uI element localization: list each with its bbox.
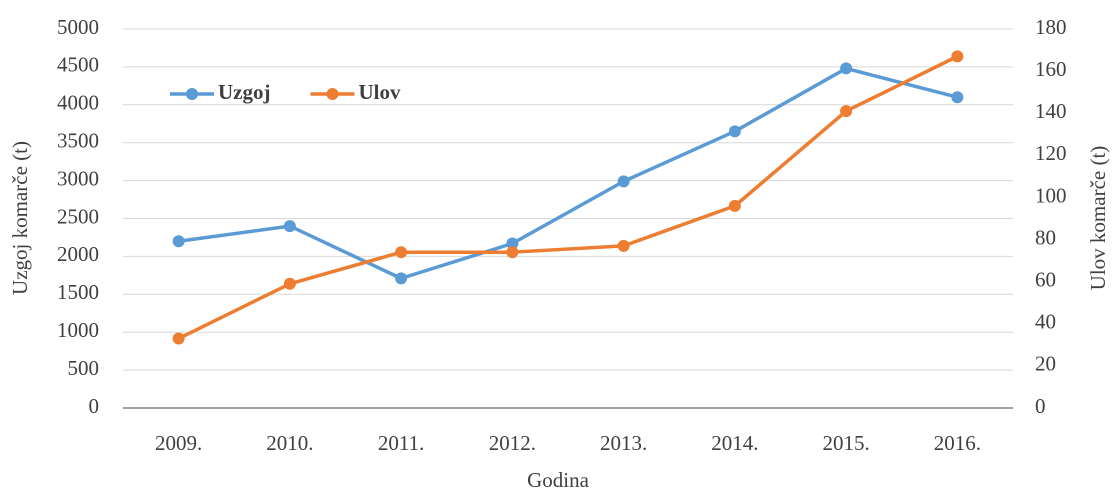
series-marker — [840, 105, 853, 118]
y2-tick-label: 20 — [1035, 352, 1056, 376]
legend-label: Uzgoj — [218, 80, 270, 104]
legend-marker — [186, 88, 198, 100]
series-marker — [728, 199, 741, 212]
series-marker — [172, 332, 185, 345]
x-tick-label: 2013. — [600, 431, 647, 455]
y2-axis-label: Ulov komarče (t) — [1086, 146, 1110, 291]
series-marker — [395, 246, 408, 259]
x-tick-label: 2009. — [155, 431, 202, 455]
x-axis-label: Godina — [527, 468, 590, 492]
y-tick-label: 500 — [68, 356, 100, 380]
y-tick-label: 3000 — [57, 166, 99, 190]
y-tick-label: 4500 — [57, 53, 99, 77]
y2-tick-label: 160 — [1035, 57, 1067, 81]
x-tick-label: 2012. — [489, 431, 536, 455]
series-marker — [617, 239, 630, 252]
series-line — [178, 66, 958, 281]
series-marker — [728, 125, 741, 138]
y2-tick-label: 100 — [1035, 183, 1067, 207]
series-marker — [172, 235, 185, 248]
y2-tick-label: 140 — [1035, 99, 1067, 123]
series-marker — [951, 91, 964, 104]
series-marker — [617, 175, 630, 188]
y2-tick-label: 80 — [1035, 225, 1056, 249]
legend-marker — [326, 88, 339, 100]
y2-tick-label: 40 — [1035, 310, 1056, 334]
y-tick-label: 4000 — [57, 91, 99, 115]
series-marker — [283, 220, 296, 233]
y2-tick-label: 120 — [1035, 141, 1067, 165]
series-marker — [283, 277, 296, 290]
y-tick-label: 1500 — [57, 280, 99, 304]
y-tick-label: 5000 — [57, 15, 99, 39]
x-tick-label: 2010. — [266, 431, 313, 455]
series-marker — [395, 272, 408, 285]
series-marker — [506, 237, 519, 250]
y2-tick-label: 60 — [1035, 267, 1056, 291]
x-tick-label: 2014. — [711, 431, 758, 455]
y-tick-label: 3500 — [57, 129, 99, 153]
y2-tick-label: 180 — [1035, 15, 1067, 39]
y-axis-label: Uzgoj komarče (t) — [8, 141, 32, 295]
x-tick-label: 2015. — [823, 431, 870, 455]
series-marker — [840, 62, 853, 75]
series-line — [177, 54, 959, 341]
y-tick-label: 0 — [89, 394, 100, 418]
x-tick-label: 2011. — [378, 431, 424, 455]
y-tick-label: 2000 — [57, 242, 99, 266]
y2-tick-label: 0 — [1035, 394, 1046, 418]
series-marker — [951, 50, 964, 63]
legend-label: Ulov — [358, 80, 401, 104]
y-tick-label: 1000 — [57, 318, 99, 342]
series-marker — [506, 246, 519, 259]
x-tick-label: 2016. — [934, 431, 981, 455]
y-tick-label: 2500 — [57, 204, 99, 228]
